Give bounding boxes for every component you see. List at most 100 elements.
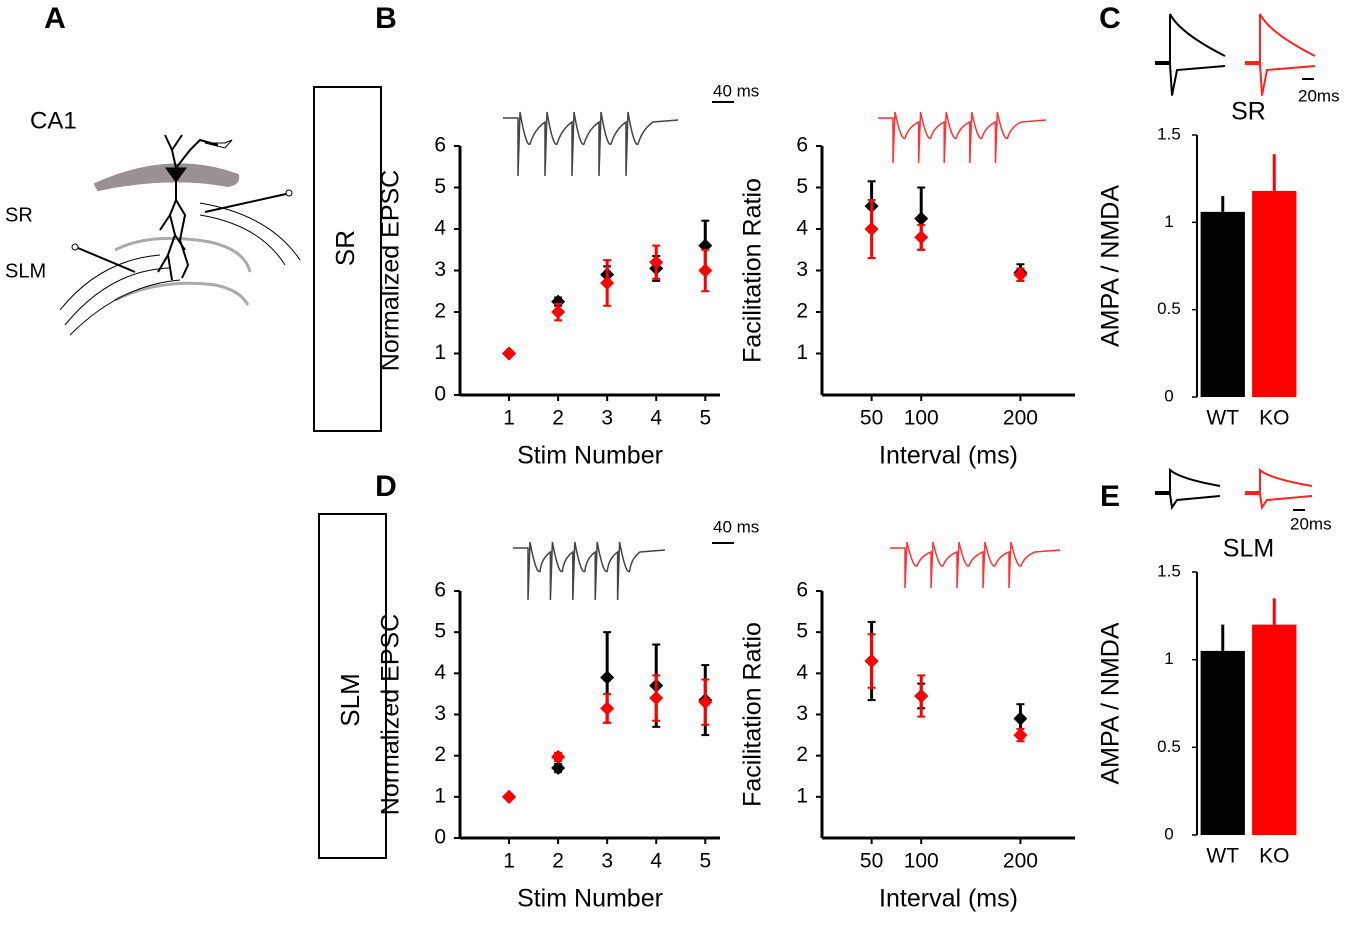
marker	[914, 688, 929, 703]
x-tick-label: 1	[503, 407, 515, 430]
marker	[551, 749, 566, 764]
marker	[1013, 711, 1028, 726]
marker	[600, 275, 615, 290]
marker	[914, 230, 929, 245]
marker	[1013, 728, 1028, 743]
y-tick-label: 6	[796, 579, 808, 602]
marker	[502, 789, 517, 804]
x-axis-label: Stim Number	[517, 885, 663, 913]
row-box	[313, 86, 382, 432]
x-tick-label: KO	[1259, 845, 1289, 868]
trace	[503, 111, 679, 177]
marker	[502, 346, 517, 361]
y-tick-label: 0.5	[1157, 737, 1181, 756]
panel-label: A	[44, 2, 66, 35]
cell-layer	[93, 163, 240, 192]
marker	[698, 695, 713, 710]
y-tick-label: 6	[434, 579, 446, 602]
panel-label: C	[1099, 2, 1121, 35]
y-tick-label: 3	[434, 702, 446, 725]
y-tick-label: 0	[1164, 824, 1173, 843]
electrode-tip	[285, 189, 293, 197]
marker	[551, 294, 566, 309]
trace	[1155, 63, 1226, 96]
panel-label: D	[375, 470, 397, 503]
y-tick-label: 1.5	[1157, 124, 1181, 143]
trace	[1155, 493, 1221, 511]
x-tick-label: KO	[1259, 407, 1289, 430]
trace	[513, 541, 666, 601]
electrode	[204, 193, 287, 213]
x-tick-label: 100	[904, 407, 939, 430]
trace	[878, 111, 1047, 164]
marker	[600, 670, 615, 685]
row-box	[318, 513, 387, 859]
marker	[914, 211, 929, 226]
x-axis-label: Interval (ms)	[879, 885, 1018, 913]
trace	[1245, 13, 1316, 63]
y-tick-label: 5	[434, 175, 446, 198]
x-tick-label: 3	[601, 407, 613, 430]
y-tick-label: 1.5	[1157, 561, 1181, 580]
marker	[551, 305, 566, 319]
electrode	[77, 247, 136, 273]
panel-label: E	[1100, 480, 1120, 513]
marker	[1013, 267, 1028, 282]
x-tick-label: 50	[860, 407, 883, 430]
chart-title: SLM	[1223, 535, 1274, 563]
y-axis-label: Facilitation Ratio	[739, 622, 767, 807]
y-axis-label: Normalized EPSC	[377, 170, 405, 371]
y-axis-label: Facilitation Ratio	[739, 178, 767, 363]
y-tick-label: 1	[796, 341, 808, 364]
scale-bar-label: 40 ms	[713, 517, 759, 536]
row-label: SR	[330, 230, 360, 266]
x-tick-label: 5	[699, 850, 711, 873]
x-tick-label: 5	[699, 407, 711, 430]
y-tick-label: 2	[796, 300, 808, 323]
y-axis-label: AMPA / NMDA	[1097, 622, 1125, 784]
y-tick-label: 2	[434, 743, 446, 766]
y-tick-label: 4	[796, 661, 808, 684]
region-label: CA1	[30, 107, 77, 134]
trace	[1245, 63, 1316, 96]
fiber	[199, 214, 286, 266]
y-tick-label: 1	[434, 341, 446, 364]
electrode-tip	[71, 243, 79, 251]
x-tick-label: 2	[552, 407, 564, 430]
fiber	[69, 279, 181, 336]
x-axis-label: Stim Number	[517, 442, 663, 470]
trace	[1155, 467, 1221, 493]
y-tick-label: 1	[434, 784, 446, 807]
y-tick-label: 0	[434, 383, 446, 406]
fiber	[59, 254, 161, 311]
x-tick-label: 1	[503, 850, 515, 873]
marker	[649, 255, 664, 270]
y-axis-label: Normalized EPSC	[377, 614, 405, 815]
y-tick-label: 4	[434, 661, 446, 684]
x-tick-label: WT	[1206, 845, 1239, 868]
x-tick-label: 3	[601, 850, 613, 873]
x-axis-label: Interval (ms)	[879, 442, 1018, 470]
chart-title: SR	[1231, 98, 1266, 126]
x-tick-label: WT	[1206, 407, 1239, 430]
x-tick-label: 200	[1003, 850, 1038, 873]
x-tick-label: 100	[904, 850, 939, 873]
layer-label: SR	[5, 204, 33, 226]
fiber	[64, 267, 171, 326]
marker	[649, 691, 664, 706]
layer-boundary	[114, 281, 250, 306]
scale-bar-label: 20ms	[1298, 86, 1340, 105]
marker	[551, 761, 566, 776]
trace	[890, 541, 1061, 589]
bar	[1200, 211, 1245, 397]
marker	[864, 222, 879, 236]
y-tick-label: 5	[796, 175, 808, 198]
bar	[1252, 624, 1297, 835]
y-tick-label: 3	[434, 258, 446, 281]
y-tick-label: 5	[434, 620, 446, 643]
row-label: SLM	[335, 673, 365, 726]
x-tick-label: 200	[1003, 407, 1038, 430]
scale-bar-label: 40 ms	[713, 81, 759, 100]
